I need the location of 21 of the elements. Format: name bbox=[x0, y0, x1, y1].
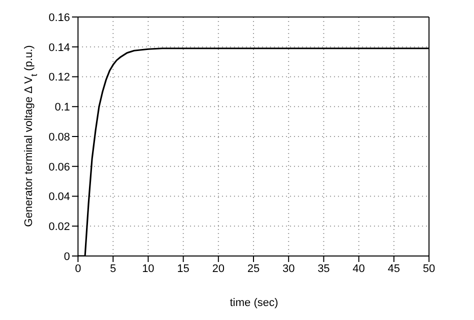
x-tick-label: 50 bbox=[422, 262, 436, 275]
x-tick-label: 35 bbox=[318, 262, 330, 275]
x-tick-label: 15 bbox=[177, 262, 190, 275]
y-tick-label: 0.1 bbox=[54, 102, 70, 114]
x-tick-label: 25 bbox=[247, 262, 260, 275]
y-tick-label: 0.08 bbox=[48, 131, 70, 144]
y-tick-label: 0.02 bbox=[48, 221, 70, 234]
y-tick-label: 0.04 bbox=[48, 191, 70, 204]
x-tick-label: 10 bbox=[142, 262, 154, 275]
y-tick-label: 0.16 bbox=[48, 12, 70, 24]
y-tick-label: 0.06 bbox=[48, 161, 70, 174]
y-tick-label: 0 bbox=[64, 250, 70, 263]
x-tick-label: 40 bbox=[352, 262, 365, 275]
y-tick-label: 0.12 bbox=[48, 72, 70, 84]
y-tick-label: 0.14 bbox=[48, 42, 70, 54]
x-axis-title: time (sec) bbox=[230, 297, 278, 309]
x-tick-label: 30 bbox=[282, 262, 295, 275]
x-tick-label: 5 bbox=[110, 262, 116, 275]
x-tick-label: 0 bbox=[74, 262, 82, 275]
x-tick-label: 45 bbox=[388, 262, 400, 275]
x-tick-label: 20 bbox=[212, 262, 225, 275]
